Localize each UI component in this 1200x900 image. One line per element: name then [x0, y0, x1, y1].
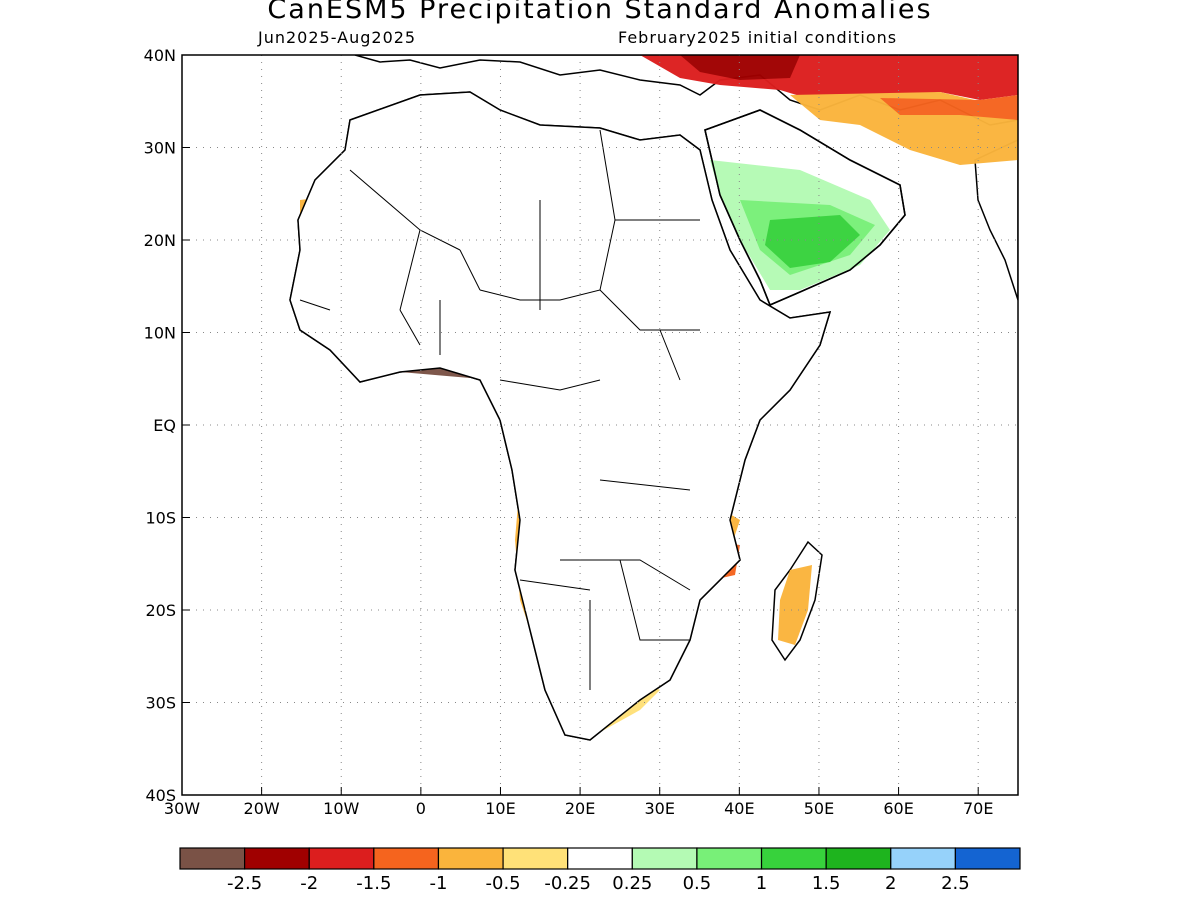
region-turkey-core	[680, 55, 800, 80]
colorbar-swatch	[244, 847, 310, 870]
colorbar-swatch	[308, 847, 375, 870]
axis-ticks: 30W 20W 10W 0 10E 20E 30E 40E 50E 60E 70E 40N 30N 20N…	[144, 46, 994, 818]
colorbar-swatch	[179, 847, 246, 870]
lat-tick-label: 40N	[144, 46, 176, 65]
colorbar-label: -1	[429, 873, 447, 894]
lon-tick-label: 20E	[565, 799, 595, 818]
lon-tick-label: 10E	[485, 799, 515, 818]
map-area	[289, 55, 1018, 741]
colorbar-label: -2.5	[227, 873, 262, 894]
colorbar-swatch	[760, 847, 827, 870]
colorbar-label: -2	[300, 873, 318, 894]
colorbar-label: 0.5	[683, 873, 712, 894]
lat-tick-label: EQ	[153, 416, 176, 435]
region-yemen-wet	[765, 215, 860, 268]
lat-tick-label: 20S	[145, 601, 176, 620]
lat-tick-label: 30N	[144, 139, 176, 158]
lon-tick-label: 20W	[244, 799, 280, 818]
region-madagascar	[778, 565, 812, 645]
graticule	[182, 55, 1018, 795]
colorbar-swatch	[567, 847, 633, 870]
lon-tick-label: 30E	[644, 799, 674, 818]
lat-tick-label: 40S	[145, 786, 176, 805]
colorbar-swatch	[631, 847, 698, 870]
india-land	[974, 139, 1018, 301]
colorbar-label: 2	[885, 873, 896, 894]
chart-title: CanESM5 Precipitation Standard Anomalies	[267, 0, 933, 25]
country-borders	[299, 129, 700, 690]
lat-tick-label: 10N	[144, 324, 176, 343]
colorbar-swatch	[890, 847, 956, 870]
initial-conditions: February2025 initial conditions	[618, 28, 898, 47]
arabia-outline	[704, 109, 906, 307]
colorbar-label: -0.25	[544, 873, 591, 894]
lon-tick-label: 0	[416, 799, 426, 818]
colorbar: -2.5 -2 -1.5 -1 -0.5 -0.25 0.25 0.5 1 1.5 2 2.5	[179, 847, 1021, 894]
colorbar-label: 0.25	[612, 873, 652, 894]
lat-tick-label: 10S	[145, 509, 176, 528]
colorbar-swatch	[373, 847, 440, 870]
forecast-period: Jun2025-Aug2025	[258, 28, 417, 47]
lon-tick-label: 70E	[963, 799, 993, 818]
lon-tick-label: 60E	[883, 799, 913, 818]
colorbar-swatch	[437, 847, 504, 870]
colorbar-label: -1.5	[356, 873, 391, 894]
lon-tick-label: 50E	[804, 799, 834, 818]
colorbar-swatch	[825, 847, 892, 870]
colorbar-swatch	[954, 847, 1021, 870]
lon-tick-label: 40E	[724, 799, 754, 818]
region-iran	[880, 95, 1018, 120]
colorbar-label: 1	[756, 873, 767, 894]
lon-tick-label: 30W	[164, 799, 200, 818]
lat-tick-label: 20N	[144, 231, 176, 250]
colorbar-label: -0.5	[486, 873, 521, 894]
colorbar-swatch	[696, 847, 763, 870]
colorbar-swatch	[502, 847, 569, 870]
colorbar-label: 1.5	[812, 873, 841, 894]
lat-tick-label: 30S	[145, 694, 176, 713]
lon-tick-label: 10W	[323, 799, 359, 818]
colorbar-label: 2.5	[941, 873, 970, 894]
